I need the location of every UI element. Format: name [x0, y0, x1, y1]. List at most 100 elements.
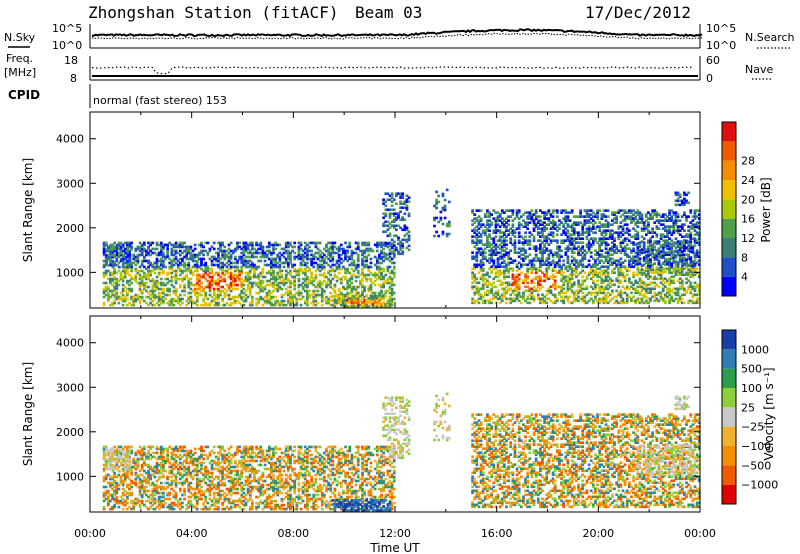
- power-cell: [280, 273, 284, 277]
- power-cell: [511, 297, 515, 301]
- power-cell: [572, 257, 576, 261]
- power-cell: [308, 269, 311, 273]
- power-cell: [386, 228, 390, 232]
- power-cell: [498, 295, 502, 299]
- power-cell: [674, 297, 678, 301]
- power-cell: [611, 279, 614, 283]
- power-cell: [276, 285, 280, 289]
- power-cell: [481, 261, 485, 265]
- power-cell: [356, 271, 360, 275]
- power-cell: [695, 299, 699, 303]
- power-cell: [532, 295, 536, 299]
- power-cell: [344, 301, 347, 304]
- power-cell: [551, 223, 555, 226]
- power-cell: [140, 297, 144, 301]
- power-cell: [316, 267, 320, 271]
- power-cell: [403, 226, 407, 230]
- power-cell: [253, 269, 256, 273]
- power-cell: [632, 259, 635, 263]
- power-cell: [312, 291, 316, 295]
- power-cell: [115, 249, 119, 253]
- power-cell: [642, 271, 646, 275]
- power-cell: [291, 295, 294, 299]
- power-cell: [361, 243, 364, 247]
- power-cell: [657, 252, 661, 255]
- power-cell: [128, 259, 132, 263]
- power-cell: [619, 293, 623, 297]
- power-cell: [342, 287, 345, 291]
- power-cell: [477, 231, 481, 234]
- power-cell: [555, 211, 559, 214]
- power-cell: [272, 263, 275, 267]
- power-cell: [473, 235, 477, 238]
- power-cell: [130, 247, 133, 251]
- power-cell: [672, 275, 676, 279]
- power-cell: [528, 241, 532, 245]
- power-cell: [157, 297, 161, 301]
- power-cell: [354, 247, 358, 251]
- power-cell: [405, 204, 409, 208]
- power-cell: [221, 297, 225, 301]
- power-cell: [382, 247, 386, 251]
- power-cell: [191, 289, 195, 293]
- power-cell: [113, 287, 117, 291]
- power-cell: [683, 293, 686, 297]
- power-cell: [130, 263, 133, 267]
- power-cell: [695, 249, 699, 253]
- power-cell: [600, 287, 604, 291]
- power-cell: [551, 231, 555, 234]
- power-cell: [293, 257, 297, 261]
- power-cell: [579, 283, 582, 287]
- power-cell: [217, 253, 220, 257]
- freq-label: Freq.: [6, 52, 33, 65]
- power-cell: [526, 239, 530, 243]
- power-cell: [539, 259, 542, 263]
- power-cell: [619, 291, 623, 295]
- power-cell: [352, 263, 356, 267]
- power-cell: [589, 217, 593, 220]
- power-cell: [515, 287, 519, 291]
- power-cell: [630, 241, 633, 245]
- power-cell: [109, 253, 113, 257]
- power-cell: [164, 255, 167, 259]
- power-cell: [369, 293, 373, 297]
- power-cell: [477, 219, 481, 222]
- power-cell: [524, 277, 527, 281]
- power-cell: [185, 275, 189, 279]
- power-cell: [473, 291, 477, 295]
- power-cell: [640, 293, 644, 297]
- power-cell: [536, 231, 540, 234]
- power-cell: [219, 289, 222, 293]
- power-cell: [384, 257, 388, 261]
- power-cell: [244, 245, 248, 249]
- power-cell: [486, 211, 489, 214]
- power-cell: [250, 285, 254, 289]
- power-cell: [274, 303, 277, 307]
- power-cell: [503, 239, 506, 243]
- power-cell: [259, 259, 263, 263]
- power-cell: [693, 229, 697, 232]
- power-cell: [553, 299, 557, 303]
- power-cell: [117, 279, 121, 283]
- power-cell: [591, 265, 595, 269]
- power-cell: [644, 289, 648, 293]
- power-cell: [335, 267, 339, 271]
- power-cell: [120, 245, 123, 249]
- power-cell: [162, 281, 165, 285]
- power-cell: [178, 253, 182, 257]
- power-cell: [697, 227, 701, 230]
- power-cell: [145, 251, 148, 255]
- power-cell: [670, 217, 674, 220]
- power-cell: [140, 295, 144, 299]
- power-cell: [596, 215, 599, 218]
- power-cell: [627, 279, 631, 283]
- power-cell: [282, 265, 286, 269]
- power-cell: [651, 215, 655, 218]
- power-cell: [558, 255, 561, 259]
- power-cell: [488, 253, 491, 257]
- power-cell: [361, 293, 364, 297]
- power-cell: [369, 277, 373, 281]
- power-cell: [210, 283, 214, 287]
- power-cell: [132, 261, 136, 265]
- power-cell: [655, 211, 659, 214]
